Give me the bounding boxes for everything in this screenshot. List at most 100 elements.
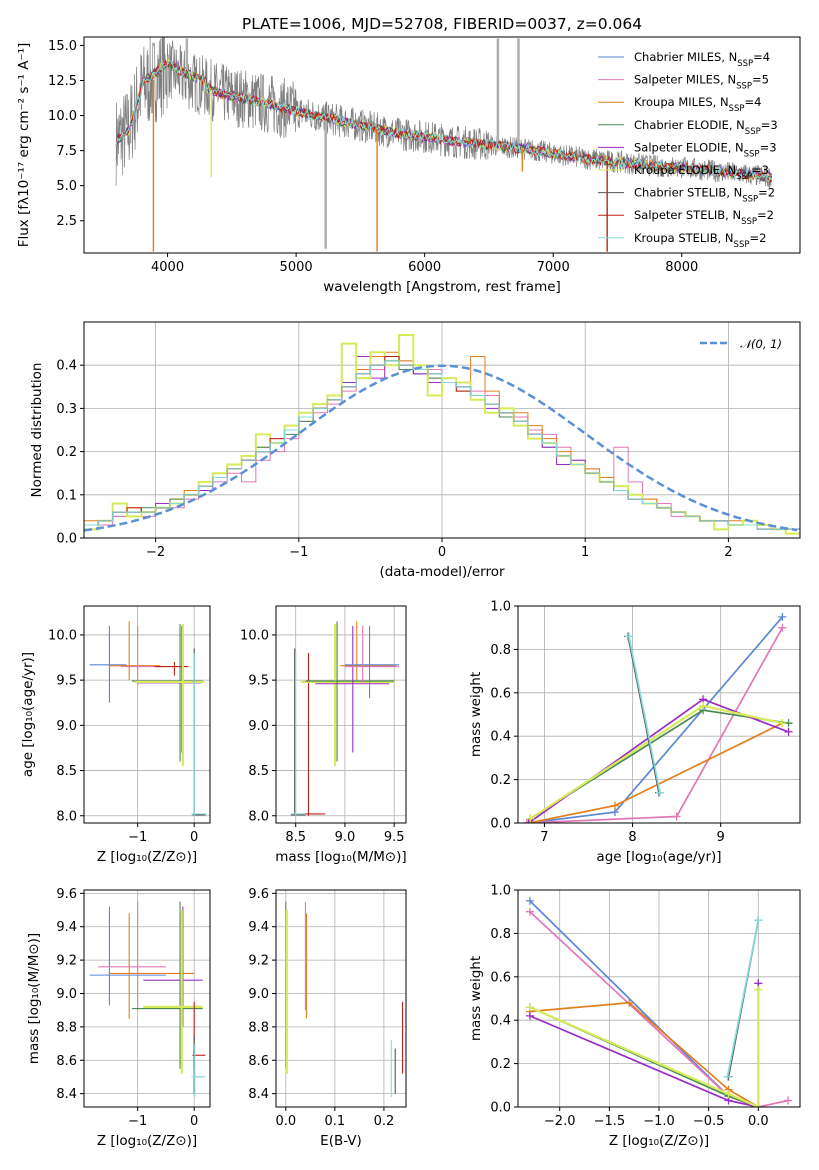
y-tick-label: 8.0: [248, 809, 269, 824]
weight-point-marker: [625, 998, 634, 1007]
weight-point-marker: [524, 819, 533, 823]
x-tick-label: 0: [190, 1114, 198, 1129]
plot-frame: [517, 605, 801, 824]
plot-frame: [83, 889, 211, 1108]
chart-title: PLATE=1006, MJD=52708, FIBERID=0037, z=0…: [242, 15, 642, 33]
x-tick-label: −1: [289, 545, 308, 560]
weight-point-marker: [672, 812, 681, 821]
legend-entry: Salpeter STELIB, NSSP=2: [634, 208, 774, 227]
weight-series-line: [529, 704, 783, 820]
legend-entry: Kroupa ELODIE, NSSP=3: [634, 163, 769, 182]
legend-entry: 𝒩(0, 1): [740, 337, 782, 351]
y-tick-label: 8.6: [56, 1054, 77, 1069]
histogram-series: [84, 360, 800, 530]
x-tick-label: 7000: [537, 260, 570, 275]
spectrum-lines: [115, 37, 773, 252]
weight-series-line: [529, 983, 760, 1107]
age_vs_mass-panel: 8.5 9.0 9.5 8.0 8.5 9.0 9.5 10.0 mass [log₁₀(M/M…: [240, 605, 407, 865]
x-tick-label: 0.1: [325, 1114, 346, 1129]
legend: Chabrier MILES, NSSP=4 Salpeter MILES, NS…: [598, 50, 778, 250]
y-tick-label: 9.4: [56, 920, 77, 935]
y-tick-label: 15.0: [48, 39, 77, 54]
x-tick-label: 1: [581, 545, 589, 560]
massweight_vs_Z-panel: −2.0 −1.5 −1.0 −0.5 0.0 0.0 0.2 0.4 0.6 0.8 1.0 Z […: [468, 884, 801, 1149]
normal-distribution-curve: [84, 364, 798, 532]
y-tick-label: 8.5: [56, 764, 77, 779]
x-tick-label: −0.5: [693, 1114, 725, 1129]
legend-entry: Chabrier ELODIE, NSSP=3: [634, 118, 778, 137]
mass_vs_Z-panel: −1 0 8.4 8.6 8.8 9.0 9.2 9.4 9.6 Z [log₁₀(Z/Z⊙)] m…: [26, 887, 211, 1149]
legend-entry: Chabrier MILES, NSSP=4: [634, 50, 770, 69]
x-tick-label: 6000: [408, 260, 441, 275]
y-tick-label: 0.6: [490, 970, 511, 985]
y-tick-label: 0.2: [56, 445, 77, 460]
x-tick-label: 9.5: [384, 830, 405, 845]
x-axis-label: Z [log₁₀(Z/Z⊙)]: [97, 849, 197, 865]
weight-series-line: [529, 709, 789, 820]
x-axis-label: age [log₁₀(age/yr)]: [596, 849, 721, 865]
weight-point-marker: [526, 814, 535, 823]
spectrum-panel: 4000 5000 6000 7000 8000 2.5 5.0 7.5 10.0 12.5 15.…: [16, 15, 801, 295]
y-tick-label: 9.6: [56, 887, 77, 902]
weight-point-marker: [525, 1003, 534, 1012]
y-tick-label: 8.6: [248, 1054, 269, 1069]
x-axis-label: E(B-V): [320, 1133, 362, 1149]
residuals-panel: −2 −1 0 1 2 0.0 0.1 0.2 0.3 0.4 (data-model)/error…: [29, 321, 801, 580]
legend-entry: Kroupa MILES, NSSP=4: [634, 95, 761, 114]
weight-point-marker: [525, 1011, 534, 1020]
x-tick-label: 0.0: [275, 1114, 296, 1129]
x-tick-label: 4000: [151, 260, 184, 275]
errorbars: [89, 901, 206, 1097]
y-tick-label: 9.0: [56, 719, 77, 734]
y-tick-label: 9.0: [248, 987, 269, 1002]
y-tick-label: 12.5: [48, 74, 77, 89]
weight-point-marker: [610, 801, 619, 810]
y-tick-label: 9.4: [248, 920, 269, 935]
weight-point-marker: [778, 612, 787, 621]
errorbars: [290, 621, 400, 816]
plot-frame: [275, 889, 407, 1108]
weight-point-marker: [525, 896, 534, 905]
y-tick-label: 7.5: [56, 144, 77, 159]
y-tick-label: 9.5: [248, 674, 269, 689]
y-tick-label: 9.5: [56, 674, 77, 689]
legend-entry: Salpeter MILES, NSSP=5: [634, 73, 769, 92]
x-tick-label: 5000: [280, 260, 313, 275]
model-spectrum-line: [115, 59, 773, 183]
age_vs_Z-panel: −1 0 8.0 8.5 9.0 9.5 10.0 Z [log₁₀(Z/Z⊙)] age [l…: [20, 605, 211, 865]
x-axis-label: (data-model)/error: [379, 564, 505, 580]
y-tick-label: 0.8: [490, 643, 511, 658]
y-tick-label: 8.4: [56, 1087, 77, 1102]
y-tick-label: 10.0: [48, 628, 77, 643]
x-tick-label: 0: [438, 545, 446, 560]
weight-point-marker: [754, 985, 763, 994]
plot-frame: [517, 889, 801, 1108]
y-tick-label: 0.0: [56, 532, 77, 547]
weight-point-marker: [522, 819, 531, 823]
weight-point-marker: [754, 916, 763, 925]
y-tick-label: 1.0: [490, 884, 511, 899]
y-axis-label: age [log₁₀(age/yr)]: [20, 652, 36, 777]
plot-frame: [83, 321, 801, 539]
weight-point-marker: [784, 727, 793, 736]
y-tick-label: 10.0: [48, 109, 77, 124]
legend-entry: Chabrier STELIB, NSSP=2: [634, 186, 775, 205]
weight-series-line: [628, 636, 661, 793]
legend-entry: Kroupa STELIB, NSSP=2: [634, 231, 766, 250]
x-tick-label: 9: [717, 830, 725, 845]
weight-series-line: [529, 1001, 759, 1107]
x-tick-label: 8: [628, 830, 636, 845]
x-tick-label: −2.0: [544, 1114, 576, 1129]
x-tick-label: −1: [128, 1114, 147, 1129]
weight-series-line: [526, 627, 784, 823]
plot-frame: [275, 605, 407, 824]
y-tick-label: 8.8: [248, 1020, 269, 1035]
errorbars: [89, 621, 207, 816]
y-tick-label: 0.4: [56, 359, 77, 374]
x-tick-label: 0.0: [748, 1114, 769, 1129]
y-tick-label: 10.0: [240, 628, 269, 643]
x-tick-label: −1.5: [594, 1114, 626, 1129]
weight-lines: [525, 896, 793, 1107]
y-tick-label: 0.4: [490, 730, 511, 745]
